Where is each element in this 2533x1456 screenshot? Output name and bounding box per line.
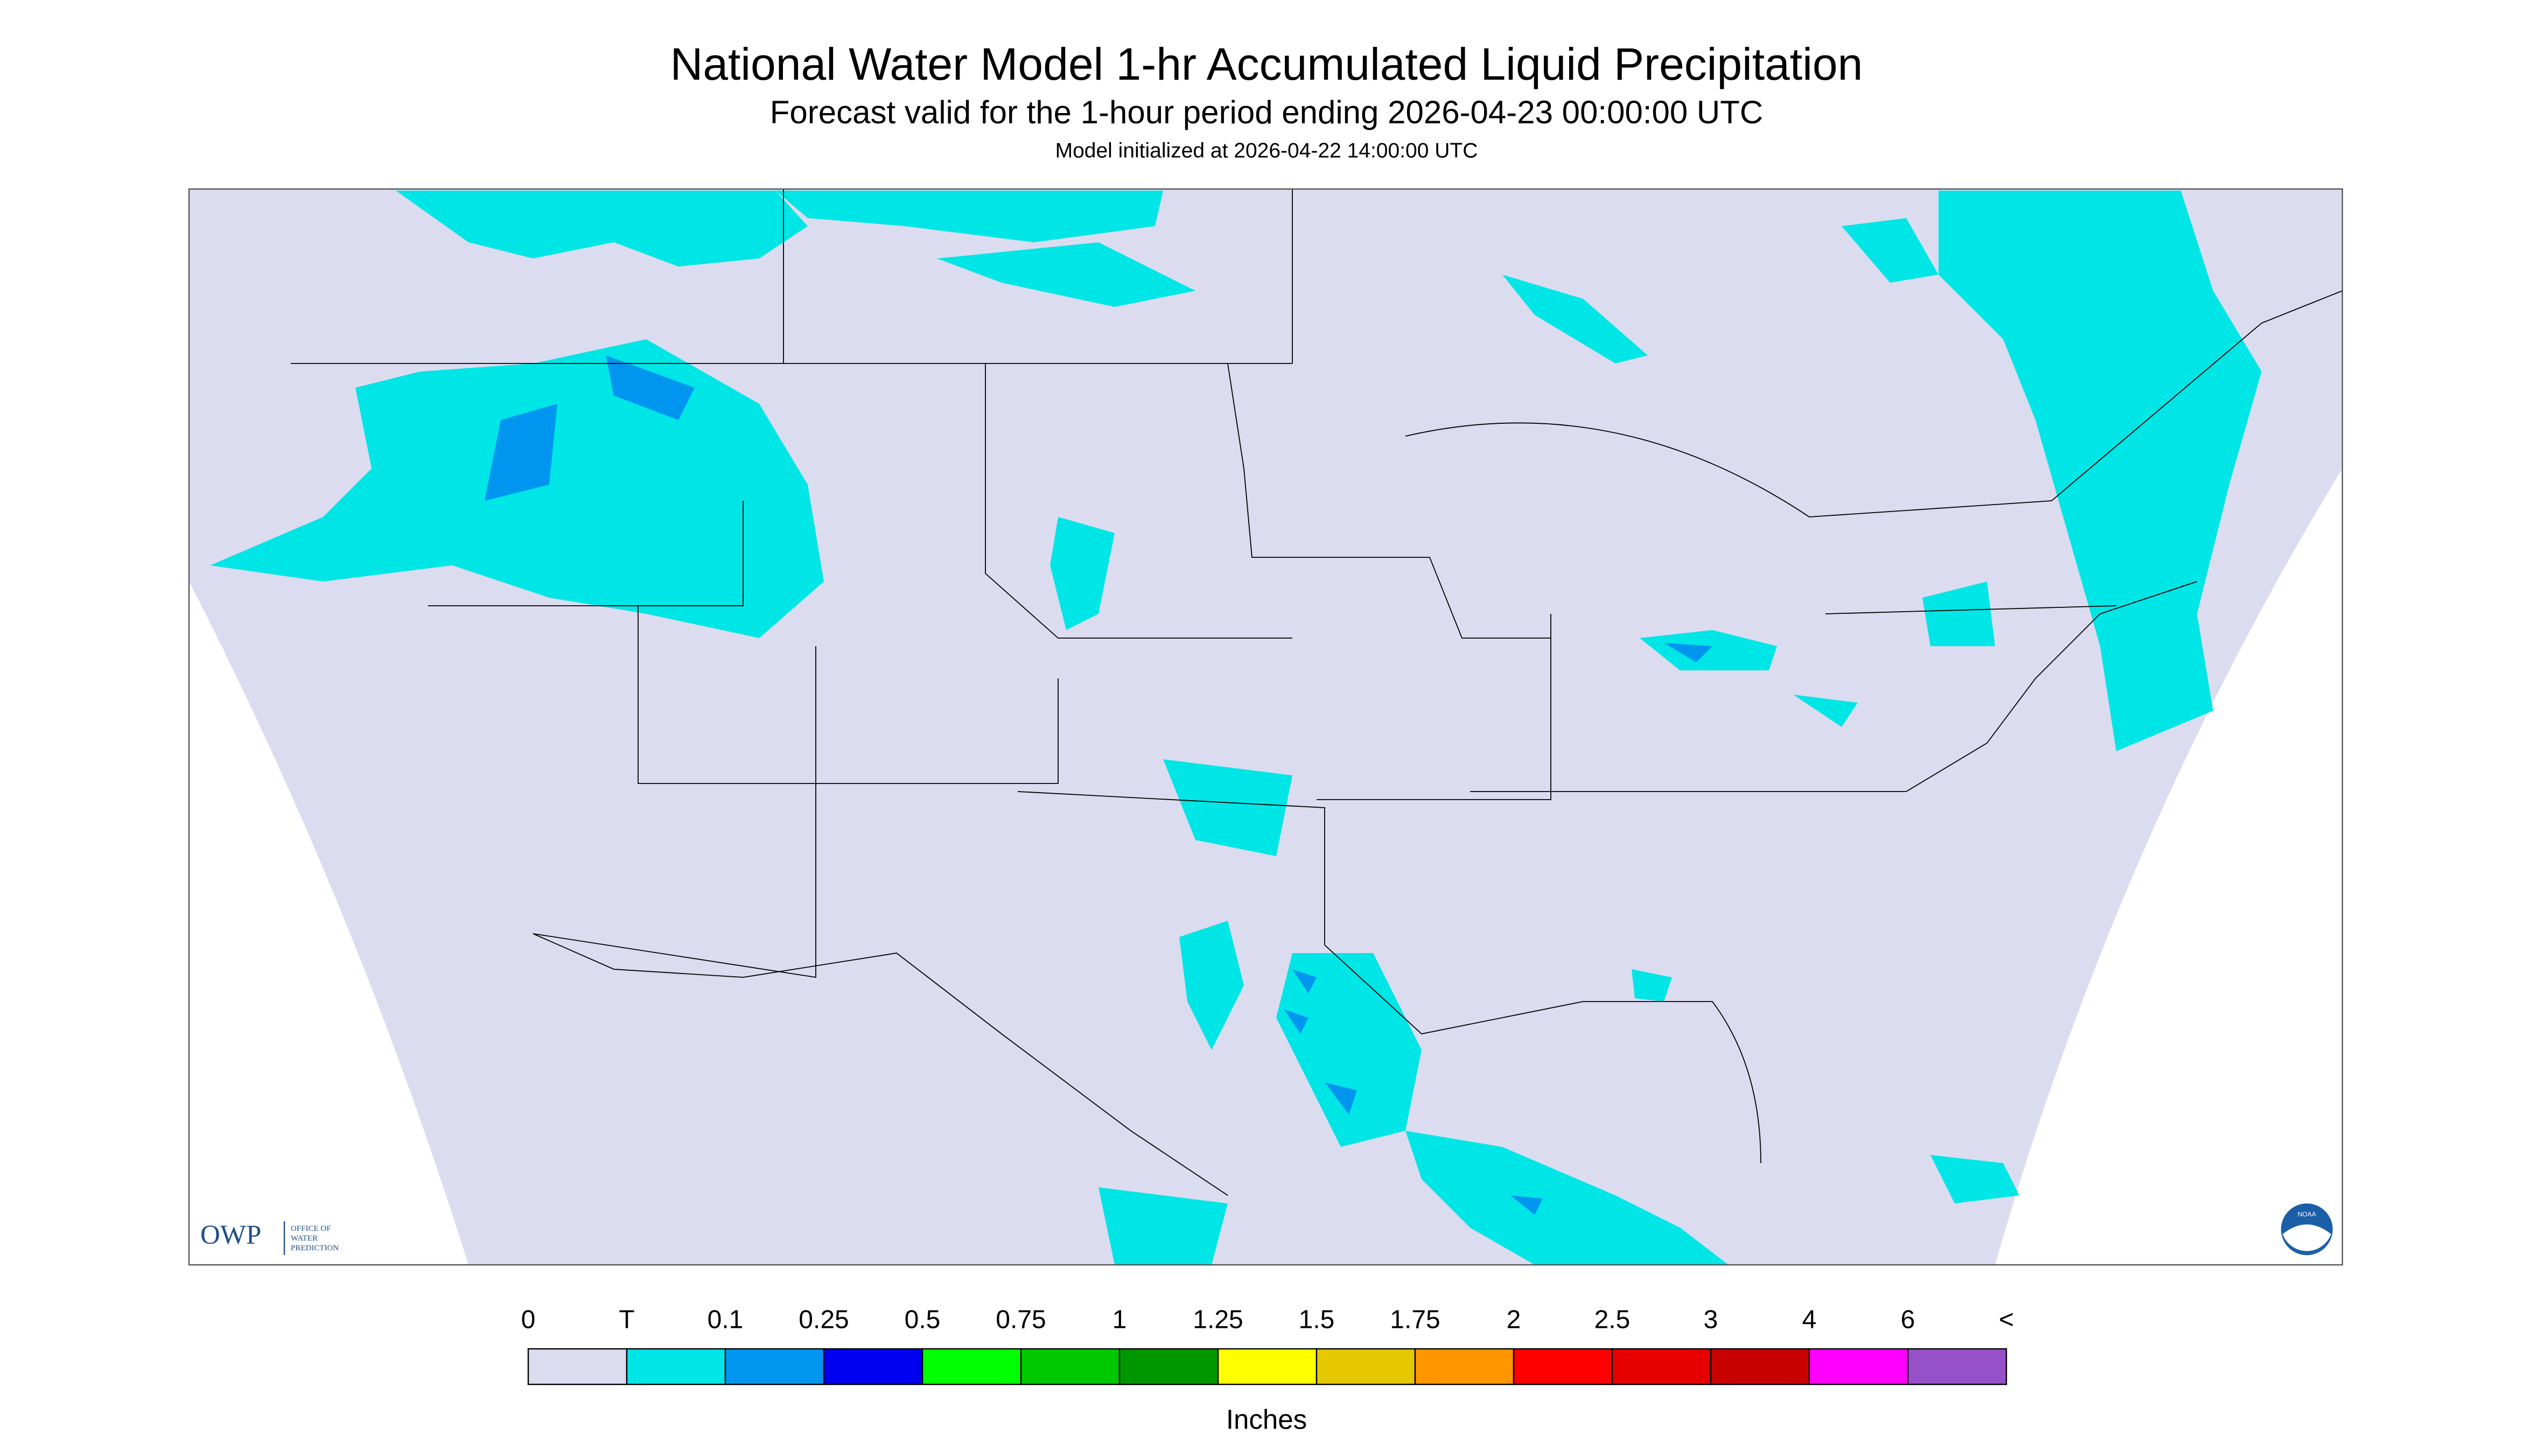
legend-label: 1.25 [1193, 1306, 1243, 1334]
legend-swatch [1217, 1348, 1318, 1385]
legend-swatch [527, 1348, 628, 1385]
legend-label: 0.5 [905, 1306, 941, 1334]
legend-swatch [1414, 1348, 1515, 1385]
legend-label: 0.75 [996, 1306, 1046, 1334]
noaa-logo-wave [2283, 1224, 2331, 1251]
init-time: Model initialized at 2026-04-22 14:00:00… [1055, 139, 1478, 162]
legend-swatch [1118, 1348, 1219, 1385]
owp-office: PREDICTION [291, 1244, 339, 1252]
legend-swatch [724, 1348, 825, 1385]
domain-mask [189, 582, 468, 1265]
legend-swatch [823, 1348, 923, 1385]
legend-swatch [1710, 1348, 1810, 1385]
legend-swatch [1316, 1348, 1416, 1385]
map: OWP OFFICE OF WATER PREDICTION NOAA [188, 188, 2343, 1266]
legend-label: 0.25 [799, 1306, 849, 1334]
legend-swatch [1020, 1348, 1121, 1385]
owp-logo: OWP [200, 1220, 261, 1250]
precip-areas-heavier [485, 355, 1712, 1215]
legend-label: 3 [1704, 1306, 1718, 1334]
map-frame [188, 188, 2343, 1266]
legend-label: 1 [1112, 1306, 1127, 1334]
legend-label: 2 [1507, 1306, 1521, 1334]
noaa-text: NOAA [2298, 1210, 2316, 1218]
legend-swatch [1611, 1348, 1712, 1385]
legend-swatch [1808, 1348, 1909, 1385]
legend-label: 4 [1802, 1306, 1817, 1334]
legend-label: T [619, 1306, 634, 1334]
legend-swatch [1907, 1348, 2007, 1385]
title: National Water Model 1-hr Accumulated Li… [670, 39, 1863, 89]
owp-office: OFFICE OF [291, 1224, 331, 1233]
legend-label: 6 [1901, 1306, 1915, 1334]
domain-mask [1995, 468, 2342, 1265]
legend-unit: Inches [1226, 1404, 1307, 1434]
legend-swatch [921, 1348, 1022, 1385]
boundaries [291, 189, 2343, 1196]
legend: 0 T 0.1 0.25 0.5 0.75 1 1.25 1.5 1.75 2 2.5 3 4 6 < [521, 1306, 2014, 1385]
legend-label: 1.5 [1299, 1306, 1335, 1334]
legend-swatch [626, 1348, 726, 1385]
subtitle: Forecast valid for the 1-hour period end… [770, 94, 1763, 130]
legend-label: 0 [521, 1306, 536, 1334]
legend-label: 0.1 [708, 1306, 744, 1334]
legend-label: 1.75 [1390, 1306, 1440, 1334]
owp-office: WATER [291, 1234, 318, 1243]
legend-swatch [1513, 1348, 1613, 1385]
legend-label: 2.5 [1594, 1306, 1631, 1334]
legend-label: < [1999, 1306, 2014, 1334]
